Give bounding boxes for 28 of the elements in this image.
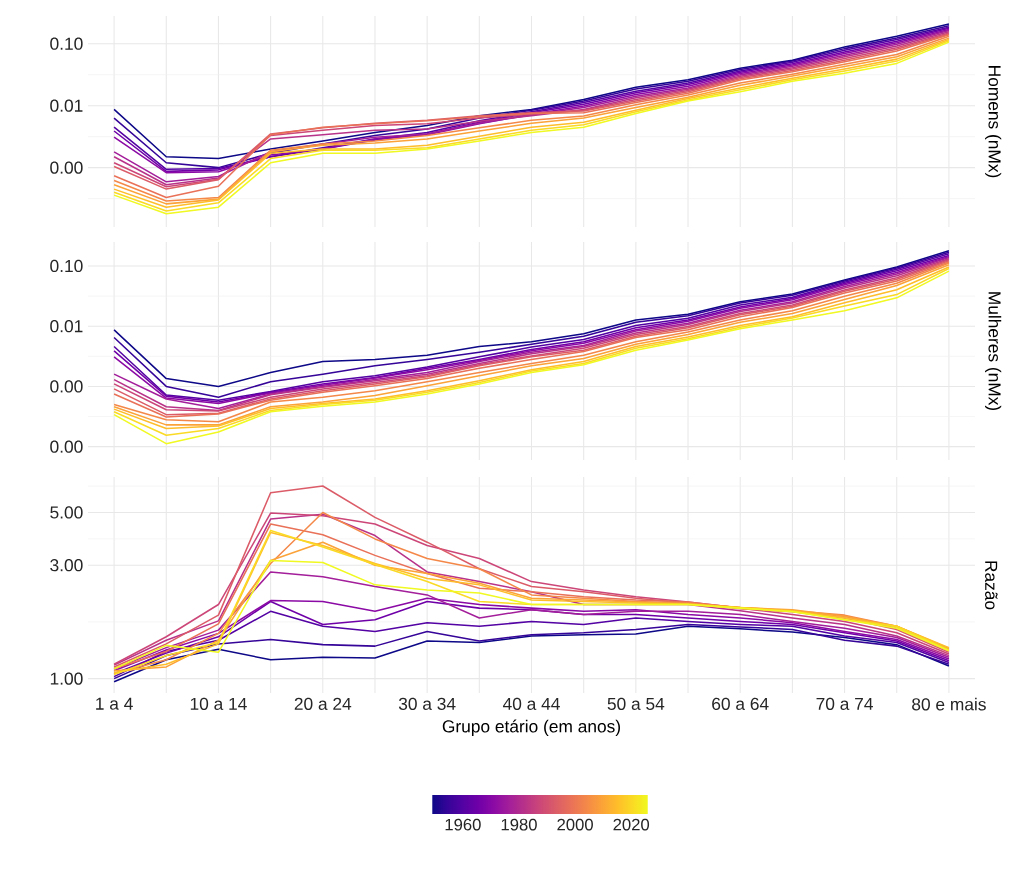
x-tick-label: 20 a 24 [294,697,352,710]
y-tick-label: 0.00 [50,440,83,453]
color-bar-label: 1960 [445,818,481,831]
y-tick-label: 0.10 [50,259,83,273]
y-tick-label: 0.01 [50,99,83,112]
line-series [113,610,950,678]
y-tick-label: 0.00 [50,161,83,174]
y-axis-title: Mulheres (nMx) [985,292,1002,411]
color-bar-label: 2000 [557,818,593,831]
x-tick-label: 30 a 34 [398,697,456,710]
x-axis-title: Grupo etário (em anos) [442,719,620,736]
color-bar-label: 2020 [613,818,650,831]
y-tick-label: 0.10 [50,37,83,50]
color-bar-label: 1980 [501,818,537,831]
x-tick-label: 60 a 64 [712,697,769,710]
x-tick-label: 70 a 74 [816,697,873,710]
x-tick-label: 80 e mais [912,697,986,711]
x-tick-label: 50 a 54 [607,697,665,710]
y-axis-title: Razão [985,561,998,610]
x-tick-label: 1 a 4 [96,697,133,710]
y-tick-label: 3.00 [50,559,83,572]
y-tick-label: 0.01 [50,320,83,333]
y-tick-label: 0.00 [50,380,83,393]
x-tick-label: 10 a 14 [190,697,247,710]
y-axis-title: Homens (nMx) [985,66,1002,178]
y-tick-label: 5.00 [50,506,83,519]
x-tick-label: 40 a 44 [502,697,560,710]
y-tick-label: 1.00 [50,672,83,685]
